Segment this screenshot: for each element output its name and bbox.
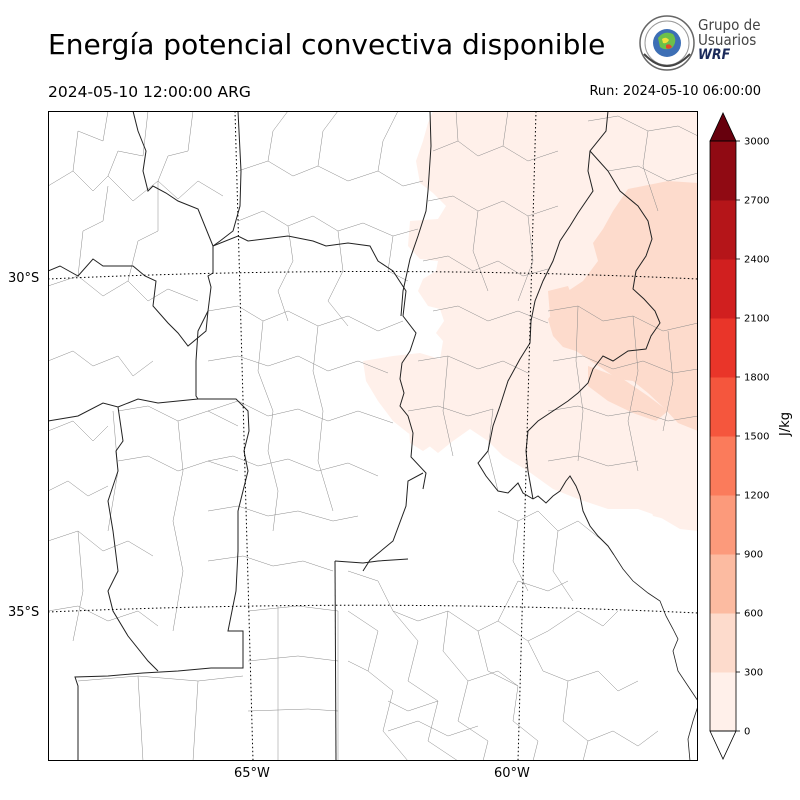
logo-text: Grupo de Usuarios WRF — [698, 18, 761, 63]
colorbar-band-2 — [710, 554, 736, 614]
colorbar-bands — [709, 112, 737, 760]
cape-level-300-600-c — [588, 366, 668, 421]
colorbar-band-8 — [710, 200, 736, 260]
parallel-30s — [48, 271, 698, 280]
colorbar-band-9 — [710, 141, 736, 201]
map-title: Energía potencial convectiva disponible — [48, 28, 606, 61]
cape-map — [48, 111, 698, 761]
colorbar-tick-label: 0 — [744, 727, 750, 738]
logo-line-1: Grupo de — [698, 16, 761, 34]
cape-level-300-600 — [548, 181, 698, 431]
colorbar-tick-label: 300 — [744, 668, 763, 679]
colorbar-band-5 — [710, 377, 736, 437]
colorbar-band-4 — [710, 436, 736, 496]
colorbar-unit-label: J/kg — [778, 412, 793, 436]
colorbar-ticks: 0 300 600 900 1200 1500 1800 2100 2400 2700 3000 — [736, 137, 769, 738]
run-time-label: Run: 2024-05-10 06:00:00 — [589, 84, 761, 99]
parallel-35s — [48, 604, 698, 614]
logo-line-3: WRF — [698, 47, 731, 63]
wrf-users-logo — [639, 15, 695, 71]
province-boundaries — [48, 111, 661, 761]
cape-fill-layer — [363, 111, 698, 531]
lat-label-30s: 30°S — [8, 271, 40, 286]
colorbar-tick-label: 600 — [744, 609, 763, 620]
map-frame — [48, 111, 698, 761]
logo-line-2: Usuarios — [698, 31, 757, 49]
colorbar-tick-label: 3000 — [744, 137, 769, 148]
colorbar-band-7 — [710, 259, 736, 319]
colorbar-tick-label: 900 — [744, 550, 763, 561]
colorbar-tick-label: 2400 — [744, 255, 769, 266]
lon-label-65w: 65°W — [234, 766, 270, 781]
colorbar: 0 300 600 900 1200 1500 1800 2100 2400 2700 3000 — [709, 112, 769, 760]
graticule — [48, 111, 698, 761]
cape-level-0-300-c — [648, 501, 673, 521]
colorbar-band-0 — [710, 672, 736, 732]
meridian-65w — [234, 111, 254, 761]
colorbar-band-3 — [710, 495, 736, 555]
colorbar-under-triangle — [709, 730, 737, 760]
coastline — [613, 554, 698, 761]
department-boundaries — [48, 111, 698, 761]
cape-level-300-600-b — [548, 286, 576, 321]
colorbar-tick-label: 2700 — [744, 196, 769, 207]
lat-label-35s: 35°S — [8, 605, 40, 620]
colorbar-tick-label: 2100 — [744, 314, 769, 325]
colorbar-tick-label: 1800 — [744, 373, 769, 384]
colorbar-over-triangle — [709, 112, 737, 142]
meridian-60w — [517, 111, 537, 761]
colorbar-tick-label: 1500 — [744, 432, 769, 443]
valid-time-label: 2024-05-10 12:00:00 ARG — [48, 83, 251, 101]
colorbar-band-1 — [710, 613, 736, 673]
colorbar-band-6 — [710, 318, 736, 378]
colorbar-tick-label: 1200 — [744, 491, 769, 502]
cape-level-0-300-b — [408, 411, 438, 451]
lon-label-60w: 60°W — [494, 766, 530, 781]
